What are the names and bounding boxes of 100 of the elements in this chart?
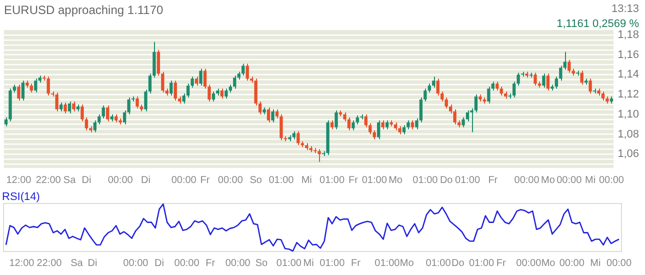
x-tick-label: 00:00 [123, 258, 149, 269]
x-tick-label: 00:00 [225, 258, 251, 269]
candlestick [352, 120, 355, 131]
x-tick-label: 01:00 [268, 174, 294, 186]
x-tick-label: So [250, 174, 262, 186]
x-tick-label: 00:00 [218, 174, 244, 186]
x-tick-label: 00:00 [559, 258, 585, 269]
x-tick-label: Fr [206, 258, 216, 269]
y-tick-label: 1,16 [618, 48, 640, 61]
x-tick-label: 00:00 [174, 258, 200, 269]
candlestick [242, 63, 245, 76]
x-tick-label: Di [154, 258, 164, 269]
x-tick-label: 12:00 [6, 174, 32, 186]
candlestick [55, 92, 58, 112]
x-tick-label: Mi [303, 258, 314, 269]
x-tick-label: Mi [301, 174, 312, 186]
candlestick [102, 104, 105, 119]
x-tick-label: Mo [388, 174, 403, 186]
chart-title: EURUSD approaching 1.1170 [4, 3, 164, 17]
x-tick-label: 01:00 [426, 258, 452, 269]
candlestick [174, 80, 177, 101]
x-tick-label: Mi [590, 258, 601, 269]
candlestick [453, 108, 456, 125]
candlestick [233, 75, 236, 90]
candlestick [21, 80, 25, 101]
y-tick-label: 1,18 [618, 28, 640, 41]
candlestick [559, 65, 562, 82]
x-tick-label: 01:00 [362, 174, 388, 186]
x-tick-label: So [255, 258, 268, 269]
candlestick [106, 104, 110, 122]
candlestick [271, 108, 274, 123]
x-tick-label: Di [82, 174, 92, 186]
candlestick [444, 97, 448, 109]
x-tick-label: Do [452, 258, 465, 269]
candlestick [334, 110, 338, 130]
x-tick-label: 00:00 [516, 258, 542, 269]
x-tick-label: 00:00 [598, 174, 624, 186]
candlestick [68, 100, 72, 114]
x-tick-label: 01:00 [320, 258, 346, 269]
x-tick-label: 22:00 [36, 174, 62, 186]
x-tick-label: 12:00 [9, 258, 35, 269]
x-tick-label: 01:00 [468, 258, 494, 269]
x-tick-label: Fr [200, 174, 210, 186]
candlestick [432, 76, 436, 88]
candlestick [487, 86, 490, 104]
candlestick [199, 68, 202, 86]
x-tick-label: 00:00 [171, 174, 197, 186]
candlestick [212, 91, 216, 102]
x-tick-label: 01:00 [276, 258, 302, 269]
y-tick-label: 1,08 [618, 128, 640, 140]
y-tick-label: 1,06 [618, 148, 640, 160]
x-tick-label: 01:00 [412, 174, 438, 186]
candlestick [46, 76, 50, 96]
x-tick-label: 22:00 [36, 258, 62, 269]
chart-title: RSI(14) [2, 191, 40, 203]
candlestick [580, 70, 584, 86]
candlestick [17, 84, 20, 101]
candlestick [377, 120, 380, 140]
x-tick-label: Fr [488, 174, 498, 186]
x-tick-label: Mi [585, 174, 596, 186]
x-tick-label: 00:00 [108, 174, 134, 186]
candlestick [156, 49, 160, 76]
candlestick [80, 104, 84, 122]
x-tick-label: Fr [351, 258, 362, 269]
candlestick [64, 102, 67, 114]
candlestick [280, 114, 283, 141]
x-tick-label: 01:00 [455, 174, 480, 186]
x-tick-label: 00:00 [606, 258, 632, 269]
candlestick [266, 106, 270, 123]
candlestick [34, 78, 38, 94]
x-tick-label: 00:00 [556, 174, 582, 186]
candlestick [93, 120, 97, 133]
candlestick [220, 88, 224, 100]
x-tick-label: 01:00 [374, 258, 400, 269]
x-tick-label: Mo [541, 174, 556, 186]
candlestick [588, 78, 592, 94]
candlestick [136, 96, 139, 109]
y-tick-label: 1,12 [618, 88, 640, 101]
x-tick-label: 01:00 [320, 174, 345, 186]
x-tick-label: Mo [400, 258, 414, 269]
candlestick [84, 116, 88, 131]
candlestick [318, 148, 321, 163]
candlestick [296, 130, 300, 146]
candlestick [546, 73, 550, 92]
candlestick [170, 80, 173, 96]
x-tick-label: 00:00 [514, 174, 540, 186]
candlestick [224, 88, 228, 100]
candlestick [347, 116, 351, 131]
x-tick-label: Di [141, 174, 150, 186]
candlestick [462, 116, 465, 128]
x-tick-label: Fr [496, 258, 507, 269]
x-tick-label: Sa [70, 258, 84, 269]
candlestick [568, 59, 571, 74]
candlestick [161, 71, 164, 94]
candlestick [466, 110, 470, 122]
x-tick-label: Fr [348, 174, 359, 186]
candlestick [534, 72, 537, 86]
text: 13:13 [611, 3, 639, 15]
x-tick-label: Mo [541, 258, 556, 269]
y-tick-label: 1,10 [618, 108, 640, 120]
